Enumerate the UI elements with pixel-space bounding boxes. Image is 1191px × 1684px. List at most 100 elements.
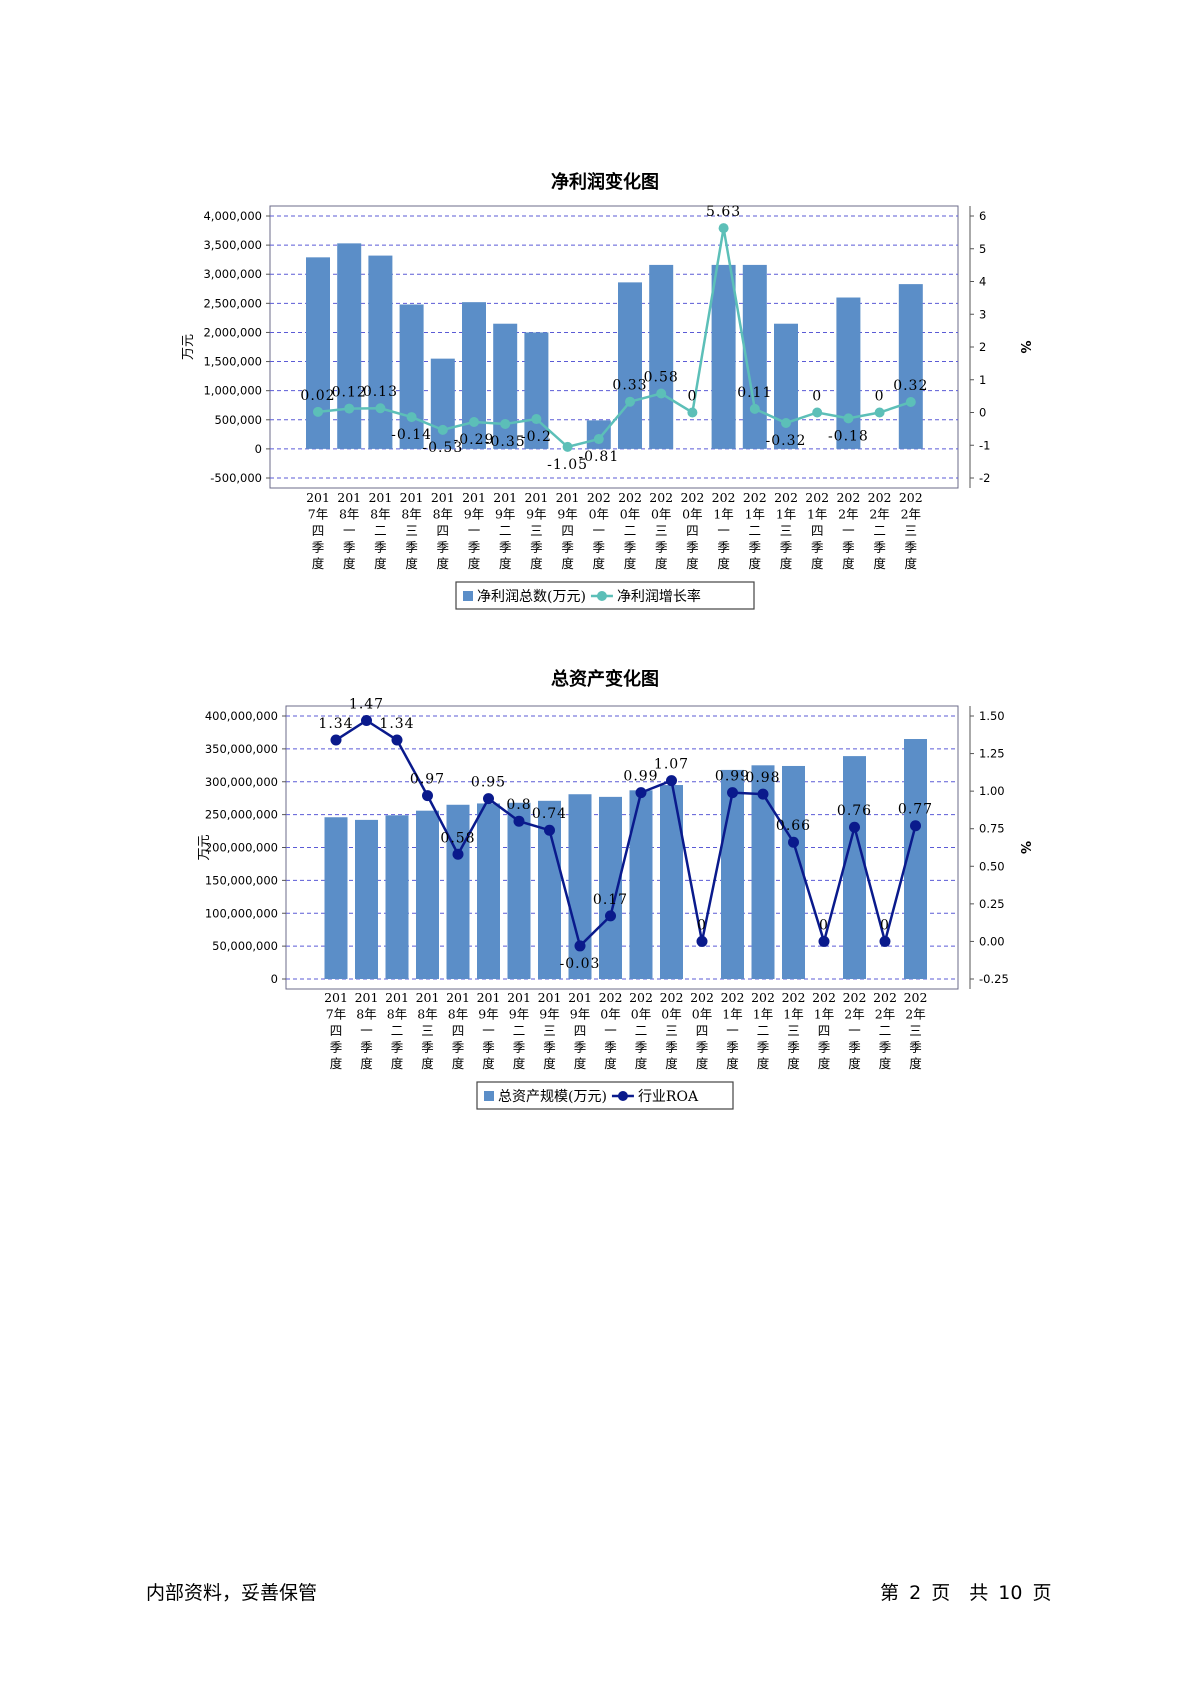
x-tick-label: 201 8年三季度 xyxy=(416,990,440,1071)
data-label: -0.14 xyxy=(391,427,432,443)
bar xyxy=(599,796,622,979)
y2-tick-label: 1.50 xyxy=(979,709,1005,723)
legend-bar-swatch xyxy=(463,591,473,601)
line-point xyxy=(531,414,542,425)
data-label: 0.99 xyxy=(623,769,658,785)
y2-tick-label: 1.25 xyxy=(979,747,1005,761)
bar xyxy=(711,264,736,449)
legend-bar-label: 净利润总数(万元) xyxy=(477,589,586,605)
bar xyxy=(477,803,500,979)
line-point xyxy=(625,396,635,407)
x-tick-label: 201 9年二季度 xyxy=(493,490,517,571)
x-tick-label: 201 9年三季度 xyxy=(538,990,562,1071)
data-label: -0.35 xyxy=(485,434,526,450)
x-tick-label: 201 8年三季度 xyxy=(400,490,424,571)
bar xyxy=(618,282,642,449)
total-assets-chart: 总资产变化图 0 50,000,000 100,000,000 150,000,000 2… xyxy=(197,668,1032,1110)
x-tick-label: 202 0年二季度 xyxy=(629,990,653,1071)
bar xyxy=(355,819,378,979)
bar xyxy=(568,794,592,979)
y-tick-label: 250,000,000 xyxy=(205,808,278,822)
y2-tick-label: 0.00 xyxy=(979,934,1005,948)
line-point xyxy=(718,223,729,234)
chart-title: 总资产变化图 xyxy=(551,668,659,690)
bar xyxy=(836,297,861,449)
data-label: 0.97 xyxy=(410,772,445,788)
bar xyxy=(385,815,409,979)
x-tick-label: 201 9年二季度 xyxy=(507,990,531,1071)
data-label: 0 xyxy=(697,917,707,933)
data-label: 1.07 xyxy=(654,757,689,773)
y2-tick-label: 1 xyxy=(979,373,986,387)
legend-box xyxy=(476,1081,734,1110)
legend-line-label: 行业ROA xyxy=(638,1089,699,1105)
footer-page-number: 第 2 页 共 10 页 xyxy=(880,1578,1052,1605)
line-point xyxy=(905,397,916,408)
line-point xyxy=(874,407,885,418)
y2-tick-label: 4 xyxy=(979,275,986,289)
x-tick-label: 202 0年三季度 xyxy=(660,990,684,1071)
data-label: 1.34 xyxy=(318,716,353,732)
line-point xyxy=(849,821,860,833)
data-label: 0.95 xyxy=(471,775,506,791)
footer-total-pages: 10 xyxy=(998,1582,1023,1604)
data-label: 0.98 xyxy=(745,770,780,786)
series-line xyxy=(317,227,912,449)
x-tick-label: 201 9年四季度 xyxy=(568,990,592,1071)
data-label: 0.58 xyxy=(644,370,679,386)
y-tick-label: 1,000,000 xyxy=(203,384,262,398)
legend-line-marker xyxy=(596,591,607,601)
x-tick-label: 201 8年二季度 xyxy=(368,490,392,571)
x-tick-label: 202 2年一季度 xyxy=(836,490,860,571)
bar xyxy=(721,769,744,979)
line-point xyxy=(757,788,769,800)
data-label: 0.12 xyxy=(332,385,367,401)
y2-tick-label: 0.25 xyxy=(979,897,1005,911)
x-tick-label: 201 9年一季度 xyxy=(477,990,501,1071)
y-axis-title: 万元 xyxy=(181,334,196,360)
bar xyxy=(368,255,393,449)
y-axis-title: 万元 xyxy=(197,834,212,860)
line-point xyxy=(605,910,616,922)
bar xyxy=(446,804,470,979)
data-label: 0.76 xyxy=(837,803,872,819)
x-tick-label: 202 2年二季度 xyxy=(868,490,892,571)
bar xyxy=(306,257,330,449)
legend-line-label: 净利润增长率 xyxy=(617,588,701,605)
line-point xyxy=(544,824,555,836)
bar xyxy=(751,765,775,979)
chart-title: 净利润变化图 xyxy=(551,171,659,193)
line-point xyxy=(391,734,403,746)
data-label: -1.05 xyxy=(547,457,588,473)
x-tick-label: 202 0年一季度 xyxy=(587,490,611,571)
line-point xyxy=(843,413,854,424)
bar xyxy=(660,785,683,979)
legend-box xyxy=(455,581,755,610)
bar xyxy=(524,332,549,449)
bar xyxy=(843,756,866,979)
footer-page-prefix: 第 xyxy=(880,1582,900,1604)
line-point xyxy=(422,790,433,802)
bar xyxy=(507,802,531,979)
footer-confidential-note: 内部资料，妥善保管 xyxy=(146,1582,318,1604)
data-label: -0.32 xyxy=(766,433,807,449)
data-label: 5.63 xyxy=(706,204,741,220)
series-line xyxy=(335,719,917,949)
line-point xyxy=(696,935,708,947)
y-tick-label: 4,000,000 xyxy=(203,209,262,223)
data-label: 0.13 xyxy=(363,384,398,400)
y-tick-label: 400,000,000 xyxy=(205,709,278,723)
line-point xyxy=(452,848,464,860)
y-tick-label: 3,000,000 xyxy=(203,267,262,281)
data-label: 1.47 xyxy=(349,697,384,713)
data-label: 1.34 xyxy=(379,716,414,732)
line-point xyxy=(562,441,573,452)
x-tick-label: 202 1年一季度 xyxy=(721,990,745,1071)
y-tick-label: 100,000,000 xyxy=(205,906,278,920)
data-label: -0.2 xyxy=(521,429,552,445)
y2-tick-label: -2 xyxy=(979,471,990,485)
line-point xyxy=(879,935,891,947)
data-label: 0.58 xyxy=(440,830,475,846)
data-label: 0.02 xyxy=(300,388,335,404)
bar xyxy=(324,817,348,979)
